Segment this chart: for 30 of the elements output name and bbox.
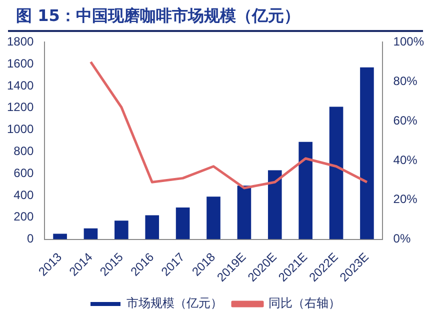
bar bbox=[360, 67, 374, 240]
bar bbox=[176, 208, 190, 240]
y-tick-label: 800 bbox=[14, 144, 34, 158]
bar bbox=[268, 170, 282, 240]
y-tick-label: 1600 bbox=[6, 56, 34, 70]
y2-tick-label: 80% bbox=[393, 74, 418, 88]
y2-tick-label: 20% bbox=[393, 192, 418, 206]
y2-tick-label: 60% bbox=[393, 113, 418, 128]
y-tick-label: 200 bbox=[14, 210, 34, 224]
y2-tick-label: 100% bbox=[393, 34, 424, 49]
bar bbox=[53, 234, 67, 240]
y-tick-label: 0 bbox=[27, 232, 34, 246]
y-tick-label: 1000 bbox=[6, 122, 34, 136]
chart-title: 图 15：中国现磨咖啡市场规模（亿元） bbox=[8, 0, 423, 32]
bar bbox=[298, 142, 312, 240]
y-tick-label: 400 bbox=[14, 188, 34, 202]
bar bbox=[145, 215, 160, 240]
legend-label: 市场规模（亿元） bbox=[126, 296, 222, 310]
y-tick-label: 1400 bbox=[6, 78, 34, 92]
bar bbox=[114, 220, 128, 240]
y-tick-label: 600 bbox=[14, 166, 34, 180]
y2-tick-label: 40% bbox=[393, 152, 418, 167]
bar bbox=[84, 228, 98, 240]
bar bbox=[237, 186, 252, 240]
bar bbox=[329, 106, 344, 240]
y-tick-label: 1800 bbox=[6, 34, 34, 49]
y-tick-label: 1200 bbox=[6, 100, 34, 114]
y2-tick-label: 0% bbox=[393, 232, 411, 246]
bar bbox=[206, 196, 220, 240]
legend-label: 同比（右轴） bbox=[268, 296, 340, 310]
